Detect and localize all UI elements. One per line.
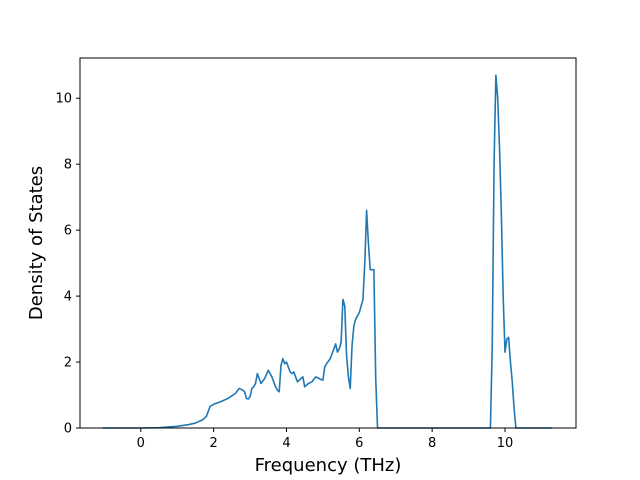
y-tick-label: 0	[64, 422, 72, 437]
plot-frame	[79, 57, 577, 429]
y-tick-label: 8	[64, 158, 72, 173]
x-axis-label: Frequency (THz)	[255, 455, 402, 476]
y-tick-label: 10	[55, 92, 72, 107]
y-tick-label: 4	[64, 290, 72, 305]
x-tick-label: 10	[497, 436, 514, 451]
x-axis-ticks: 0 2 4 6 8 10	[137, 428, 514, 451]
x-tick-label: 6	[355, 436, 363, 451]
y-axis-ticks: 0 2 4 6 8 10	[55, 92, 80, 437]
x-tick-label: 2	[210, 436, 218, 451]
y-tick-label: 6	[64, 224, 72, 239]
x-tick-label: 0	[137, 436, 145, 451]
x-tick-label: 8	[428, 436, 436, 451]
y-tick-label: 2	[64, 356, 72, 371]
y-axis-label: Density of States	[26, 166, 47, 320]
x-tick-label: 4	[282, 436, 290, 451]
series-line	[102, 74, 553, 429]
